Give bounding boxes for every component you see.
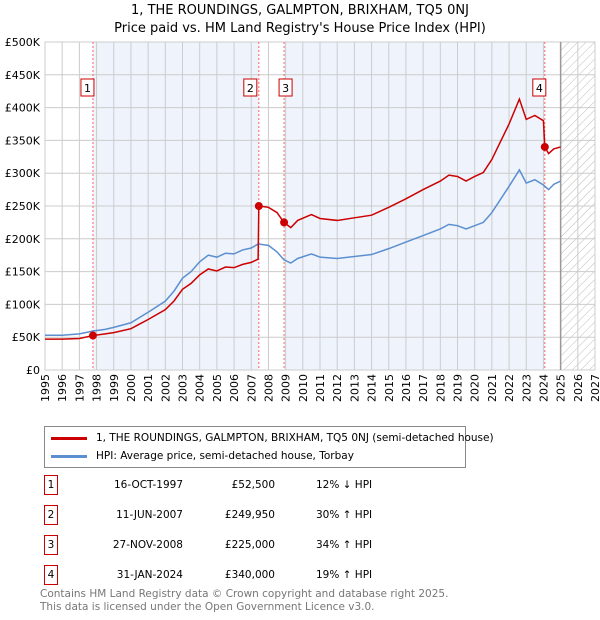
x-tick-label: 2020 — [469, 374, 482, 402]
sale-date: 11-JUN-2007 — [116, 509, 183, 521]
sale-label: 4 — [536, 82, 543, 95]
chart-subtitle: Price paid vs. HM Land Registry's House … — [114, 21, 486, 36]
x-tick-label: 2025 — [555, 374, 568, 402]
legend: 1, THE ROUNDINGS, GALMPTON, BRIXHAM, TQ5… — [44, 426, 494, 468]
sale-point — [540, 142, 549, 151]
x-tick-label: 1999 — [108, 374, 121, 402]
plot-border — [44, 41, 596, 371]
x-tick-label: 2005 — [211, 374, 224, 402]
sale-label: 2 — [247, 82, 254, 95]
footer-line-2: This data is licensed under the Open Gov… — [40, 601, 375, 613]
sale-hpi-diff: 30% ↑ HPI — [316, 509, 373, 521]
sale-label-box — [243, 78, 258, 97]
plot-area: 1995 1996 1997 1998 1999 2000 2001 2002 2003 2004… — [5, 36, 600, 402]
x-tick-label: 2022 — [503, 374, 516, 402]
property-price-line — [45, 96, 561, 340]
sale-number-badge: 1 — [44, 475, 58, 495]
x-tick-label: 2027 — [589, 374, 600, 402]
x-tick-label: 2024 — [537, 374, 550, 402]
x-tick-label: 2010 — [297, 374, 310, 402]
y-tick-label: £450K — [5, 69, 41, 82]
sale-point — [88, 331, 97, 340]
sale-number-badge: 2 — [44, 505, 58, 525]
x-tick-label: 2004 — [194, 374, 207, 402]
legend-swatch-property — [51, 436, 87, 440]
x-tick-label: 2003 — [177, 374, 190, 402]
x-tick-label: 2019 — [452, 374, 465, 402]
sale-price: £340,000 — [224, 569, 275, 581]
sale-date: 31-JAN-2024 — [116, 569, 183, 581]
y-tick-label: £0 — [26, 364, 40, 377]
legend-label-hpi: HPI: Average price, semi-detached house,… — [96, 450, 354, 462]
x-tick-label: 2000 — [125, 374, 138, 402]
y-tick-label: £400K — [5, 102, 41, 115]
sale-label: 1 — [84, 82, 91, 95]
y-tick-label: £150K — [5, 266, 41, 279]
sale-label-box — [278, 78, 293, 97]
x-tick-label: 1995 — [39, 374, 52, 402]
x-tick-label: 2011 — [314, 374, 327, 402]
x-tick-label: 2014 — [366, 374, 379, 402]
legend-swatch-hpi — [51, 454, 87, 458]
sale-point — [280, 218, 289, 227]
x-tick-label: 1998 — [91, 374, 104, 402]
x-tick-label: 2018 — [434, 374, 447, 402]
x-tick-label: 2002 — [159, 374, 172, 402]
x-tick-label: 2017 — [417, 374, 430, 402]
sale-row: 4 31-JAN-2024 £340,000 19% ↑ HPI — [44, 565, 444, 585]
x-tick-label: 2021 — [486, 374, 499, 402]
x-tick-label: 2012 — [331, 374, 344, 402]
sale-date: 27-NOV-2008 — [112, 539, 183, 551]
x-tick-label: 2013 — [348, 374, 361, 402]
sale-date: 16-OCT-1997 — [114, 479, 183, 491]
sale-price: £52,500 — [231, 479, 275, 491]
sale-row: 2 11-JUN-2007 £249,950 30% ↑ HPI — [44, 505, 444, 525]
hpi-line — [45, 168, 561, 336]
sale-label-box — [80, 78, 95, 97]
x-tick-label: 2001 — [142, 374, 155, 402]
footer-line-1: Contains HM Land Registry data © Crown c… — [40, 588, 449, 600]
sale-hpi-diff: 19% ↑ HPI — [316, 569, 373, 581]
sale-label: 3 — [282, 82, 289, 95]
x-tick-label: 1997 — [73, 374, 86, 402]
sale-number-badge: 3 — [44, 535, 58, 555]
x-tick-label: 2009 — [280, 374, 293, 402]
x-tick-label: 2016 — [400, 374, 413, 402]
y-tick-label: £250K — [5, 200, 41, 213]
sale-price: £225,000 — [224, 539, 275, 551]
sale-row: 3 27-NOV-2008 £225,000 34% ↑ HPI — [44, 535, 444, 555]
sale-price: £249,950 — [224, 509, 275, 521]
y-tick-label: £50K — [12, 331, 41, 344]
chart-title: 1, THE ROUNDINGS, GALMPTON, BRIXHAM, TQ5… — [131, 3, 469, 18]
sale-hpi-diff: 34% ↑ HPI — [316, 539, 373, 551]
sale-point — [254, 202, 263, 211]
y-tick-label: £500K — [5, 36, 41, 49]
y-tick-label: £100K — [5, 298, 41, 311]
sale-row: 1 16-OCT-1997 £52,500 12% ↓ HPI — [44, 475, 444, 495]
legend-label-property: 1, THE ROUNDINGS, GALMPTON, BRIXHAM, TQ5… — [96, 432, 494, 444]
y-tick-label: £350K — [5, 134, 41, 147]
x-tick-label: 2006 — [228, 374, 241, 402]
x-tick-label: 1996 — [56, 374, 69, 402]
y-tick-label: £200K — [5, 233, 41, 246]
sale-number-badge: 4 — [44, 565, 58, 585]
x-tick-label: 2007 — [245, 374, 258, 402]
footer: Contains HM Land Registry data © Crown c… — [40, 588, 448, 614]
x-tick-label: 2008 — [262, 374, 275, 402]
sale-hpi-diff: 12% ↓ HPI — [316, 479, 373, 491]
x-tick-label: 2023 — [520, 374, 533, 402]
x-tick-label: 2026 — [572, 374, 585, 402]
x-tick-label: 2015 — [383, 374, 396, 402]
sale-label-box — [532, 78, 547, 97]
y-tick-label: £300K — [5, 167, 41, 180]
